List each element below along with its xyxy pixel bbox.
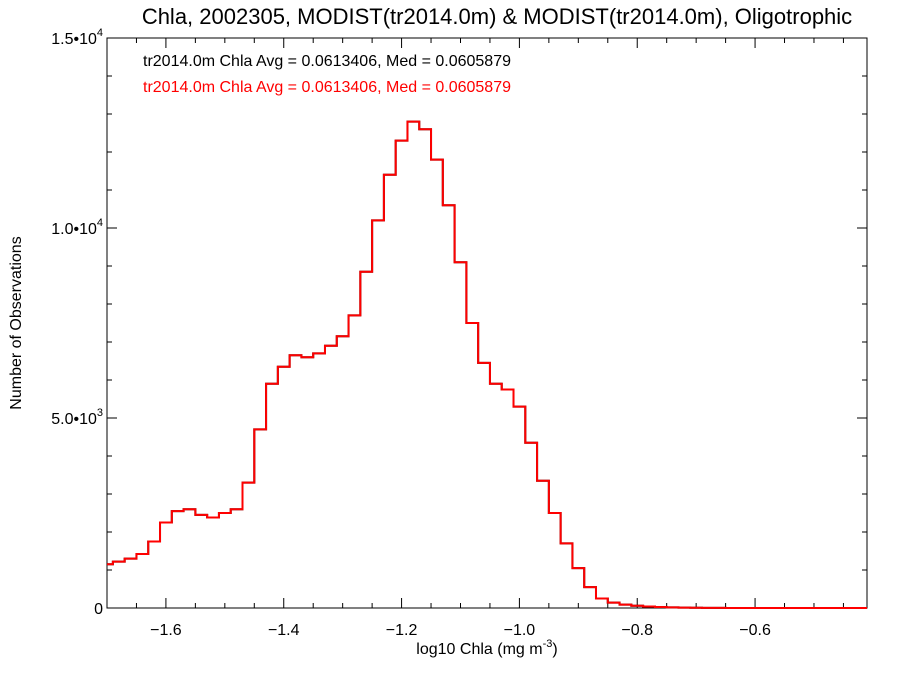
y-tick-label: 5.0•103 [51, 407, 103, 428]
x-tick-label: −1.4 [268, 622, 300, 639]
plot-frame [106, 37, 868, 609]
x-tick-label: −0.8 [621, 622, 653, 639]
x-tick-label: −1.0 [504, 622, 536, 639]
x-axis-ticks: −1.6 −1.4 −1.2 −1.0 −0.8 −0.6 [106, 38, 844, 639]
series-group [107, 120, 867, 609]
legend: tr2014.0m Chla Avg = 0.0613406, Med = 0.… [143, 53, 511, 96]
x-tick-label: −1.6 [150, 622, 182, 639]
y-tick-label: 1.5•104 [51, 27, 103, 48]
legend-entry-black: tr2014.0m Chla Avg = 0.0613406, Med = 0.… [143, 53, 511, 70]
y-tick-label: 0 [94, 601, 103, 618]
plot-area [106, 37, 868, 609]
y-tick-label: 1.0•104 [51, 217, 103, 238]
y-axis-label: Number of Observations [8, 236, 25, 409]
chart-title: Chla, 2002305, MODIST(tr2014.0m) & MODIS… [142, 4, 852, 29]
y-axis-ticks: 0 5.0•103 1.0•104 1.5•104 [51, 27, 867, 618]
series-red-line [107, 120, 867, 609]
x-tick-label: −0.6 [739, 622, 771, 639]
legend-entry-red: tr2014.0m Chla Avg = 0.0613406, Med = 0.… [143, 79, 511, 96]
series-black-line [107, 120, 867, 609]
x-axis-label: log10 Chla (mg m-3) [416, 638, 557, 658]
x-tick-label: −1.2 [386, 622, 418, 639]
